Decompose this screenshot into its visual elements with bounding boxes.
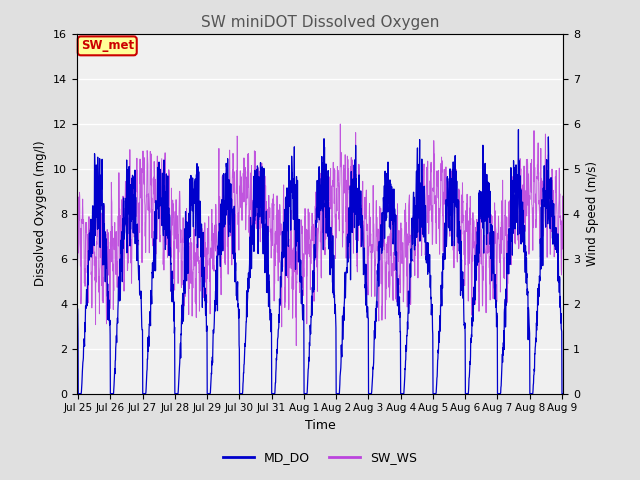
X-axis label: Time: Time <box>305 419 335 432</box>
Text: SW_met: SW_met <box>81 39 134 52</box>
Y-axis label: Dissolved Oxygen (mg/l): Dissolved Oxygen (mg/l) <box>35 141 47 287</box>
Y-axis label: Wind Speed (m/s): Wind Speed (m/s) <box>586 161 598 266</box>
Title: SW miniDOT Dissolved Oxygen: SW miniDOT Dissolved Oxygen <box>201 15 439 30</box>
Legend: MD_DO, SW_WS: MD_DO, SW_WS <box>218 446 422 469</box>
